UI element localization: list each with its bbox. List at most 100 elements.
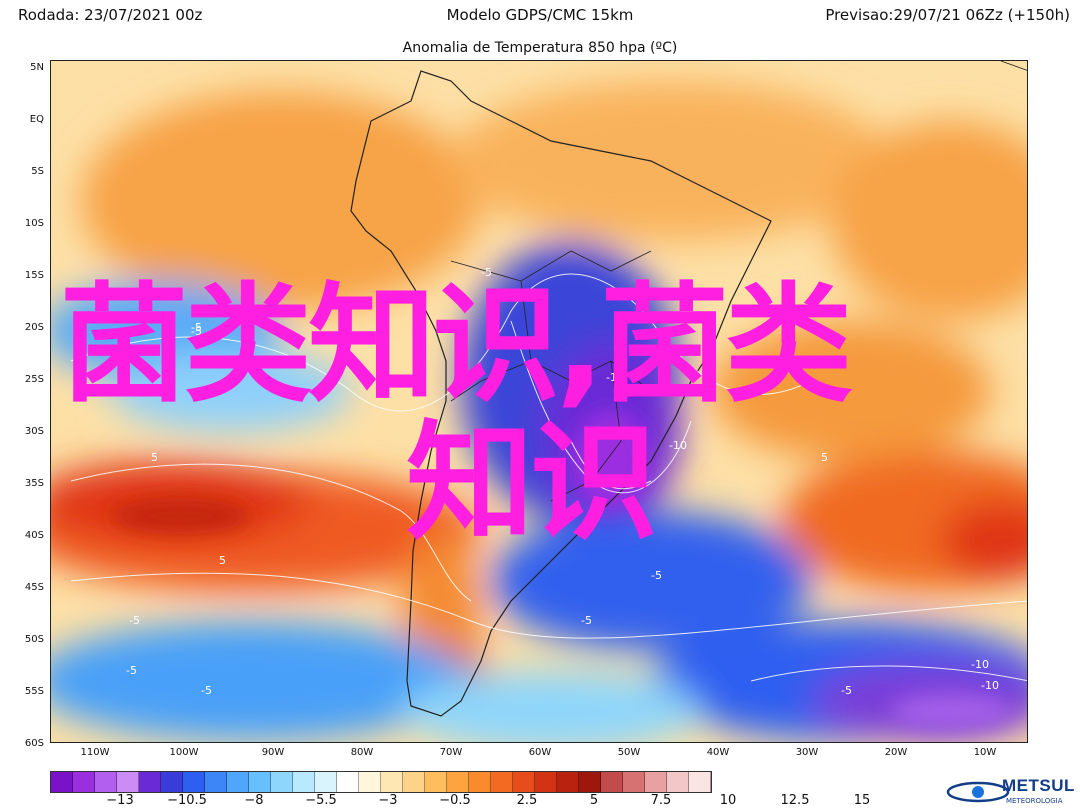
lon-label: 90W: [261, 747, 285, 758]
scale-tick-label: 7.5: [650, 793, 672, 808]
color-scale-segment: [447, 772, 469, 792]
color-scale-segment: [535, 772, 557, 792]
lon-label: 100W: [169, 747, 199, 758]
lon-label: 80W: [350, 747, 374, 758]
map-header: Rodada: 23/07/2021 00z Modelo GDPS/CMC 1…: [0, 0, 1080, 60]
lat-label: 45S: [24, 582, 44, 593]
color-scale-segment: [95, 772, 117, 792]
color-scale-segment: [315, 772, 337, 792]
contour-label: -10: [501, 288, 519, 301]
scale-tick-label: −10.5: [167, 793, 207, 808]
run-date: Rodada: 23/07/2021 00z: [18, 6, 203, 24]
anomaly-cores: [111, 411, 1011, 729]
scale-tick-label: 5: [589, 793, 599, 808]
coastline: [350, 61, 1027, 717]
color-scale-segment: [491, 772, 513, 792]
lat-label: 5S: [31, 166, 44, 177]
scale-tick-label: −0.5: [439, 793, 471, 808]
scale-tick-label: 15: [853, 793, 871, 808]
logo-name: METSUL: [1002, 776, 1075, 795]
color-scale-segment: [337, 772, 359, 792]
color-scale-segment: [645, 772, 667, 792]
lat-label: 5N: [30, 62, 44, 73]
color-scale-segment: [205, 772, 227, 792]
lon-label: 40W: [706, 747, 730, 758]
logo-orbit-icon: [946, 781, 1010, 803]
scale-tick-label: −5.5: [305, 793, 337, 808]
contour-label: -5: [126, 664, 137, 677]
color-scale-segment: [469, 772, 491, 792]
color-scale-segment: [403, 772, 425, 792]
contour-label: -10: [971, 658, 989, 671]
contour-label: -10: [606, 371, 624, 384]
lat-label: 25S: [24, 374, 44, 385]
color-scale-segment: [513, 772, 535, 792]
lon-label: 60W: [528, 747, 552, 758]
color-scale-segment: [381, 772, 403, 792]
color-scale-segment: [73, 772, 95, 792]
scale-tick-label: −8: [244, 793, 264, 808]
lat-label: EQ: [29, 114, 44, 125]
lon-label: 110W: [80, 747, 110, 758]
color-scale-segment: [271, 772, 293, 792]
color-scale-segment: [161, 772, 183, 792]
lon-label: 20W: [884, 747, 908, 758]
contour-label: 5: [821, 451, 828, 464]
color-scale-segment: [139, 772, 161, 792]
color-scale-segment: [293, 772, 315, 792]
metsul-logo: [946, 781, 1010, 803]
south-america-outline: [350, 70, 772, 717]
lat-label: 35S: [24, 478, 44, 489]
logo-globe-icon: [972, 786, 984, 798]
contour-label: -5: [581, 614, 592, 627]
map-subtitle: Anomalia de Temperatura 850 hpa (ºC): [402, 40, 678, 56]
scale-tick-label: 10: [719, 793, 737, 808]
lon-label: 70W: [439, 747, 463, 758]
color-scale-bar: [50, 771, 712, 793]
lat-label: 55S: [24, 686, 44, 697]
lat-label: 30S: [24, 426, 44, 437]
contour-label: 5: [151, 451, 158, 464]
contour-label: -5: [841, 684, 852, 697]
model-name: Modelo GDPS/CMC 15km: [446, 6, 634, 24]
color-scale-segment: [579, 772, 601, 792]
contour-label: -10: [981, 679, 999, 692]
lon-label: 50W: [617, 747, 641, 758]
color-scale-segment: [689, 772, 711, 792]
scale-tick-label: −3: [378, 793, 398, 808]
color-scale-segment: [601, 772, 623, 792]
lat-label: 40S: [24, 530, 44, 541]
logo-subtitle: METEOROLOGIA: [1006, 797, 1063, 805]
color-scale-segment: [557, 772, 579, 792]
contour-label: -5: [651, 569, 662, 582]
color-scale-segment: [51, 772, 73, 792]
anomaly-blobs: [51, 81, 1027, 742]
color-scale-segment: [183, 772, 205, 792]
contour-label: -5: [129, 614, 140, 627]
lat-label: 60S: [24, 738, 44, 749]
scale-tick-label: 12.5: [780, 793, 810, 808]
contour-label: -5: [191, 321, 202, 334]
contour-label: -10: [669, 439, 687, 452]
anomaly-map: -5 -10 -10 -10 -5 -5 5 5 5 -5 -5 -5 -5 -…: [50, 60, 1028, 743]
color-scale-segment: [623, 772, 645, 792]
contour-lines: [70, 273, 1027, 682]
lat-label: 15S: [24, 270, 44, 281]
contour-label: -5: [201, 684, 212, 697]
color-scale-segment: [227, 772, 249, 792]
lat-label: 20S: [24, 322, 44, 333]
scale-tick-label: −13: [106, 793, 134, 808]
contour-label: -5: [191, 325, 202, 338]
color-scale-segment: [667, 772, 689, 792]
lat-label: 10S: [24, 218, 44, 229]
anomaly-field: -5 -10 -10 -10 -5 -5 5 5 5 -5 -5 -5 -5 -…: [51, 61, 1027, 742]
lat-label: 50S: [24, 634, 44, 645]
color-scale-segment: [359, 772, 381, 792]
color-scale-segment: [425, 772, 447, 792]
contour-label-group: -5 -10 -10 -10 -5 -5 5 5 5 -5 -5 -5 -5 -…: [126, 266, 999, 697]
color-scale-segment: [249, 772, 271, 792]
scale-tick-label: 2.5: [516, 793, 538, 808]
lon-label: 10W: [973, 747, 997, 758]
country-borders: [450, 250, 652, 402]
contour-label: 5: [219, 554, 226, 567]
